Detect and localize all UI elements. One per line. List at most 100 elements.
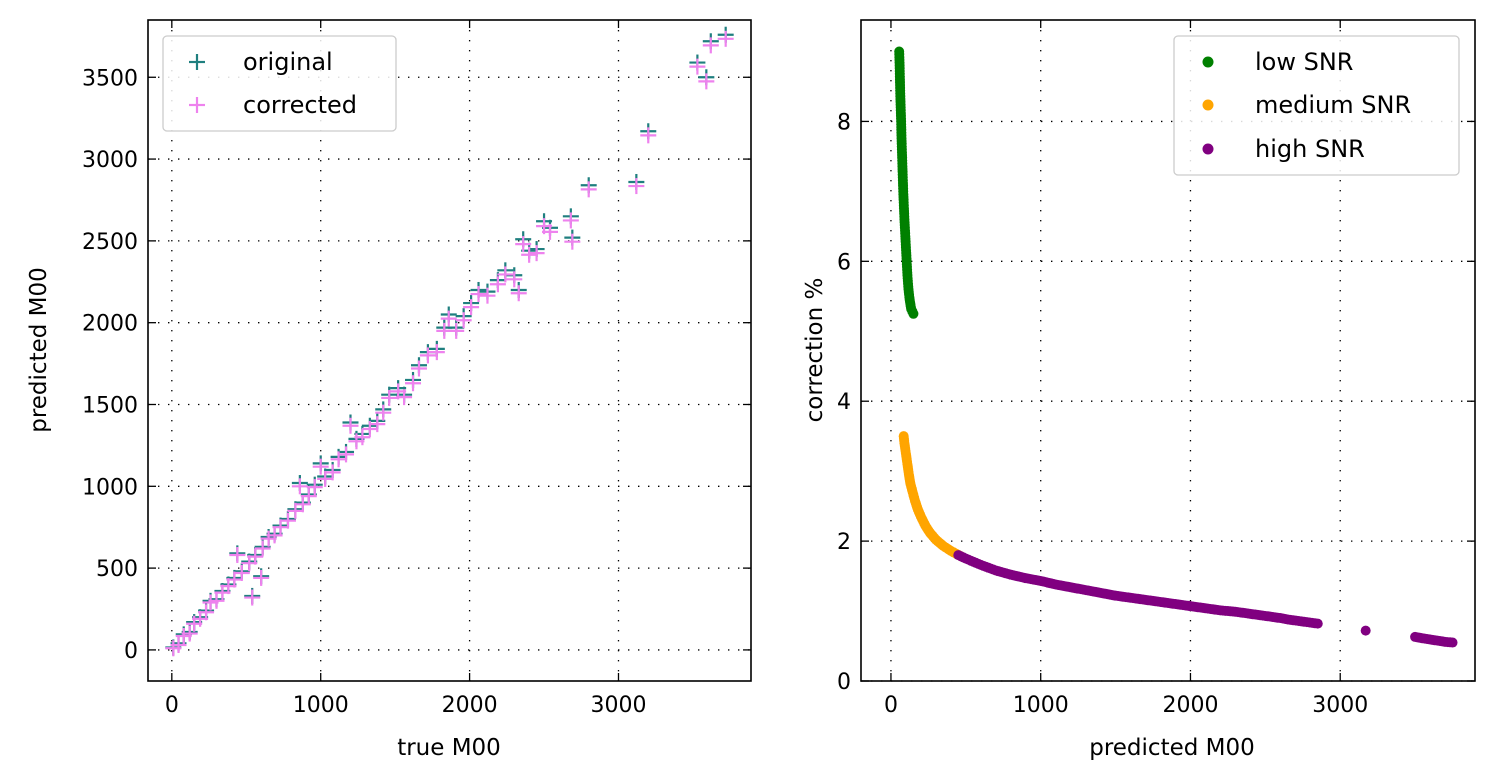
right-plot-frame (860, 19, 1476, 682)
legend-dot-high-snr (1202, 143, 1214, 155)
legend-dot-low-snr (1202, 56, 1214, 68)
point-corrected-30 (324, 464, 341, 481)
point-corrected-62 (562, 212, 579, 229)
point-corrected-20 (266, 527, 283, 544)
legend-marker-medium-snr (1202, 99, 1214, 111)
point-high-snr-24 (1312, 618, 1323, 629)
y-tick-label-0: 0 (124, 639, 138, 664)
point-corrected-32 (338, 446, 355, 463)
x-tick-label-2000: 2000 (1162, 693, 1218, 718)
left-x-axis-title: true M00 (397, 735, 501, 761)
point-corrected-51 (470, 286, 487, 303)
y-tick-label-6: 6 (837, 250, 851, 275)
y-tick-label-1500: 1500 (82, 393, 138, 418)
point-corrected-41 (396, 389, 413, 406)
point-corrected-28 (312, 458, 329, 475)
point-corrected-17 (253, 569, 270, 586)
point-corrected-8 (208, 592, 225, 609)
series-medium-snr (898, 431, 967, 562)
point-corrected-45 (428, 344, 445, 361)
point-corrected-53 (489, 276, 506, 293)
point-corrected-44 (419, 347, 436, 364)
legend-dot-medium-snr (1202, 99, 1214, 111)
y-tick-label-1000: 1000 (82, 475, 138, 500)
legend-plus-corrected (189, 97, 205, 113)
series-corrected (165, 30, 734, 657)
point-corrected-1 (170, 637, 187, 654)
y-tick-label-2: 2 (837, 530, 851, 555)
legend-label-medium-snr: medium SNR (1255, 91, 1411, 119)
point-corrected-38 (375, 404, 392, 421)
point-corrected-6 (198, 604, 215, 621)
right-y-axis-title: correction % (802, 278, 828, 423)
left-scatter-panel: 0 1000 2000 3000 0 500 1000 1500 2000 2500 3000 350… (26, 19, 752, 761)
x-tick-label-3000: 3000 (1312, 693, 1368, 718)
y-tick-label-2000: 2000 (82, 312, 138, 337)
point-corrected-29 (317, 470, 334, 487)
point-corrected-52 (479, 287, 496, 304)
legend-marker-corrected (189, 97, 205, 113)
point-high-snr-29 (1447, 637, 1458, 648)
x-tick-label-3000: 3000 (590, 693, 646, 718)
x-tick-label-0: 0 (165, 693, 179, 718)
point-corrected-57 (515, 236, 532, 253)
legend-marker-high-snr (1202, 143, 1214, 155)
left-points (165, 26, 734, 657)
point-corrected-11 (226, 571, 243, 588)
right-ticks: 0 1000 2000 3000 0 2 4 6 8 (837, 20, 1475, 718)
series-low-snr (894, 46, 919, 319)
legend-label-original: original (243, 48, 333, 76)
left-plot-frame (147, 19, 752, 682)
point-corrected-47 (440, 310, 457, 327)
right-legend: low SNR medium SNR high SNR (1173, 35, 1460, 176)
point-low-snr-20 (908, 308, 919, 319)
point-corrected-66 (640, 127, 657, 144)
y-tick-label-500: 500 (96, 557, 138, 582)
point-corrected-16 (247, 548, 264, 565)
point-corrected-12 (229, 547, 246, 564)
right-points (894, 46, 1458, 648)
series-high-snr (953, 550, 1458, 648)
legend-label-low-snr: low SNR (1255, 48, 1353, 76)
y-tick-label-4: 4 (837, 390, 851, 415)
right-scatter-panel: 0 1000 2000 3000 0 2 4 6 8 predicted M00 correct… (802, 19, 1476, 761)
point-corrected-13 (233, 565, 250, 582)
point-corrected-70 (717, 30, 734, 47)
legend-label-corrected: corrected (243, 91, 357, 119)
y-tick-label-0: 0 (837, 670, 851, 695)
y-tick-label-2500: 2500 (82, 230, 138, 255)
legend-plus-original (189, 54, 205, 70)
point-corrected-68 (698, 73, 715, 90)
point-corrected-39 (381, 389, 398, 406)
left-y-axis-title: predicted M00 (26, 267, 52, 433)
left-legend-box (162, 35, 397, 132)
x-tick-label-2000: 2000 (442, 693, 498, 718)
left-legend: original corrected (162, 35, 397, 132)
point-corrected-69 (702, 37, 719, 54)
right-legend-box (1173, 35, 1460, 176)
point-corrected-43 (410, 360, 427, 377)
point-corrected-64 (580, 181, 597, 198)
left-ticks: 0 1000 2000 3000 0 500 1000 1500 2000 2500 3000 350… (82, 20, 751, 718)
point-corrected-55 (506, 271, 523, 288)
point-corrected-49 (455, 312, 472, 329)
point-corrected-58 (521, 246, 538, 263)
point-corrected-35 (354, 429, 371, 446)
point-corrected-56 (510, 285, 527, 302)
point-corrected-54 (497, 266, 514, 283)
point-corrected-59 (528, 245, 545, 262)
point-corrected-15 (244, 589, 261, 606)
right-x-axis-title: predicted M00 (1089, 735, 1255, 761)
x-tick-label-1000: 1000 (293, 693, 349, 718)
point-corrected-3 (181, 625, 198, 642)
y-tick-label-3500: 3500 (82, 66, 138, 91)
point-corrected-42 (405, 375, 422, 392)
point-corrected-25 (294, 496, 311, 513)
y-tick-label-8: 8 (837, 110, 851, 135)
point-corrected-23 (287, 502, 304, 519)
point-corrected-67 (689, 58, 706, 75)
point-corrected-27 (306, 479, 323, 496)
legend-marker-low-snr (1202, 56, 1214, 68)
point-corrected-33 (342, 417, 359, 434)
